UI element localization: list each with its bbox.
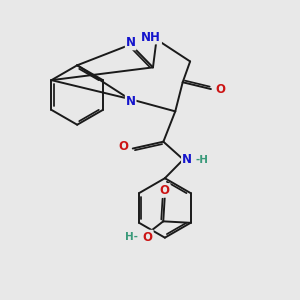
Text: O: O bbox=[119, 140, 129, 153]
Text: N: N bbox=[126, 37, 136, 50]
Text: -H: -H bbox=[195, 154, 208, 164]
Text: O: O bbox=[160, 184, 170, 197]
Text: N: N bbox=[126, 95, 136, 108]
Text: H-: H- bbox=[125, 232, 138, 242]
Text: N: N bbox=[182, 153, 192, 166]
Text: O: O bbox=[215, 82, 225, 96]
Text: O: O bbox=[143, 231, 153, 244]
Text: NH: NH bbox=[141, 31, 161, 44]
